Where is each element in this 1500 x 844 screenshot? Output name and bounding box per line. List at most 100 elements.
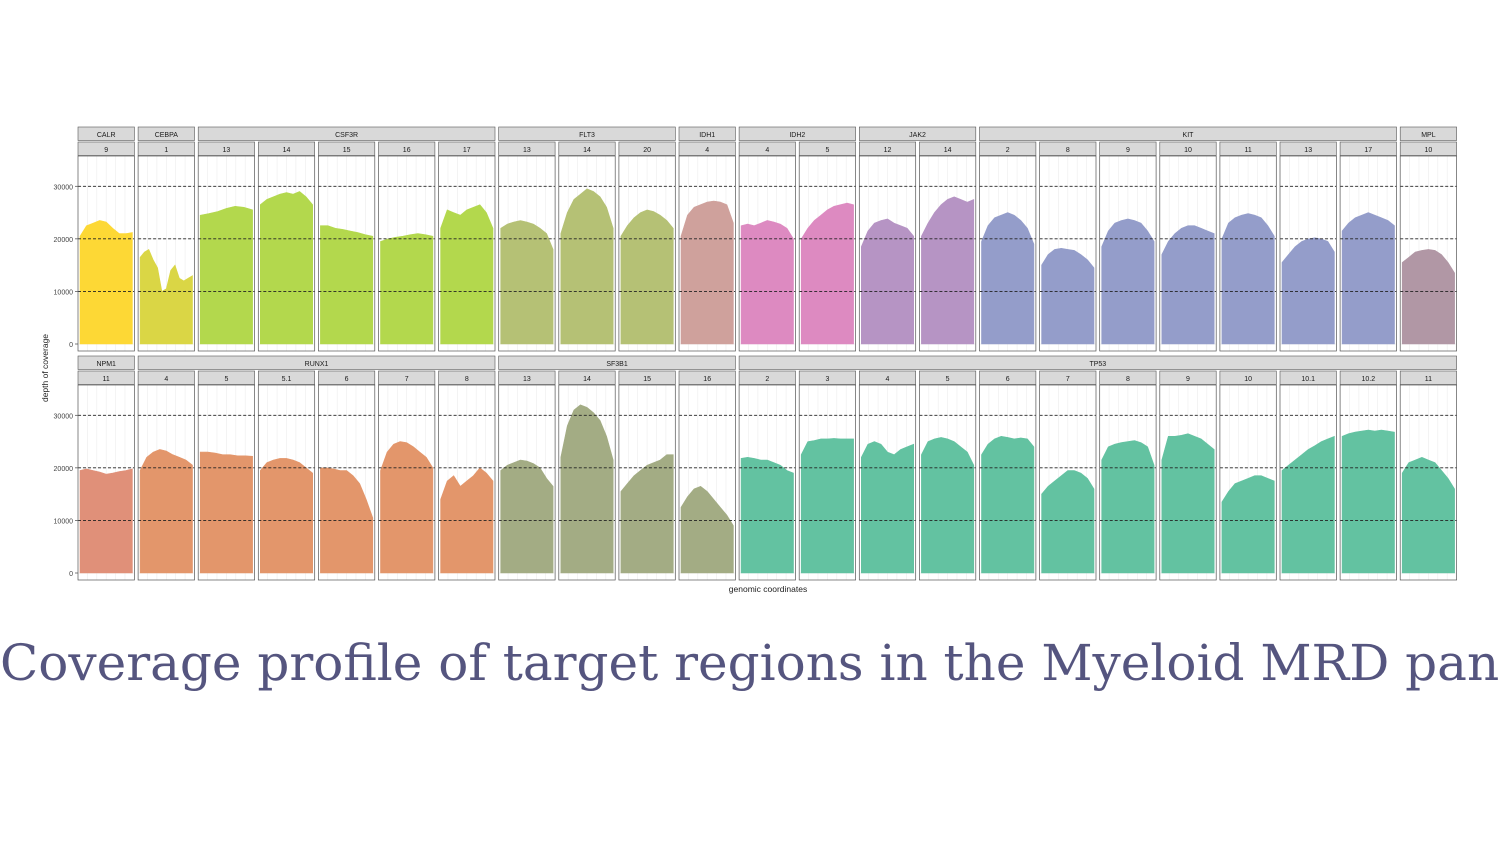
exon-strip xyxy=(77,370,135,385)
exon-strip xyxy=(558,370,616,385)
exon-strip xyxy=(1399,370,1457,385)
gene-label: NPM1 xyxy=(96,361,116,368)
exon-label: 16 xyxy=(703,376,711,383)
exon-label: 2 xyxy=(765,376,769,383)
exon-label: 7 xyxy=(1066,376,1070,383)
exon-strip xyxy=(558,141,616,156)
exon-strip xyxy=(257,370,315,385)
coverage-area xyxy=(1041,247,1095,345)
coverage-area xyxy=(680,485,734,574)
gene-label: CSF3R xyxy=(335,132,358,139)
facet-border xyxy=(378,155,436,352)
coverage-area xyxy=(680,200,734,345)
facet-border xyxy=(438,384,496,581)
exon-label: 7 xyxy=(405,376,409,383)
facet-border xyxy=(738,155,796,352)
facet-border xyxy=(318,384,376,581)
exon-label: 2 xyxy=(1006,147,1010,154)
exon-label: 4 xyxy=(705,147,709,154)
x-axis-label: genomic coordinates xyxy=(729,584,807,594)
exon-label: 8 xyxy=(1126,376,1130,383)
exon-strip xyxy=(1099,370,1157,385)
gene-label: IDH2 xyxy=(789,132,805,139)
exon-label: 11 xyxy=(103,376,110,383)
exon-strip xyxy=(318,141,376,156)
facet-border xyxy=(137,384,195,581)
y-tick-label: 0 xyxy=(69,571,73,578)
facet-border xyxy=(979,384,1037,581)
coverage-area xyxy=(1281,237,1335,345)
exon-strip xyxy=(1399,141,1457,156)
coverage-area xyxy=(1281,435,1335,574)
coverage-area xyxy=(560,188,614,345)
gene-strip xyxy=(498,355,736,370)
exon-label: 12 xyxy=(884,147,892,154)
facet-border xyxy=(979,155,1037,352)
facet-border xyxy=(618,384,676,581)
gene-strip xyxy=(197,126,496,141)
exon-strip xyxy=(618,141,676,156)
coverage-area xyxy=(1401,456,1455,574)
coverage-area xyxy=(620,209,674,345)
coverage-area xyxy=(1101,440,1155,574)
facet-border xyxy=(1399,384,1457,581)
gene-label: FLT3 xyxy=(579,132,595,139)
exon-label: 11 xyxy=(1425,376,1432,383)
exon-label: 9 xyxy=(1186,376,1190,383)
gene-label: IDH1 xyxy=(699,132,715,139)
facet-border xyxy=(1039,155,1097,352)
facet-border xyxy=(858,384,917,581)
gene-strip xyxy=(738,355,1457,370)
exon-strip xyxy=(438,141,496,156)
coverage-area xyxy=(380,233,434,345)
facet-border xyxy=(558,384,616,581)
gene-strip xyxy=(979,126,1397,141)
exon-label: 10 xyxy=(1244,376,1252,383)
exon-strip xyxy=(197,141,255,156)
coverage-area xyxy=(620,454,674,574)
coverage-area xyxy=(320,225,374,345)
gene-strip xyxy=(137,126,195,141)
gene-label: RUNX1 xyxy=(305,361,329,368)
exon-strip xyxy=(1279,370,1337,385)
coverage-area xyxy=(921,437,975,574)
exon-label: 10.2 xyxy=(1361,376,1375,383)
facet-border xyxy=(257,384,316,581)
facet-border xyxy=(137,155,195,352)
exon-strip xyxy=(378,141,436,156)
facet-border xyxy=(1219,155,1277,352)
exon-label: 3 xyxy=(825,376,829,383)
facet-border xyxy=(738,384,796,581)
coverage-area xyxy=(1041,470,1095,574)
coverage-area xyxy=(1221,475,1275,574)
coverage-area xyxy=(440,204,494,345)
exon-strip xyxy=(318,370,376,385)
exon-strip xyxy=(1279,141,1337,156)
exon-label: 13 xyxy=(223,147,231,154)
coverage-area xyxy=(199,205,253,345)
facet-border xyxy=(378,384,436,581)
gene-strip xyxy=(137,355,496,370)
exon-strip xyxy=(1039,141,1097,156)
coverage-area xyxy=(79,468,133,574)
gene-label: TP53 xyxy=(1089,361,1106,368)
exon-label: 5 xyxy=(825,147,829,154)
facet-border xyxy=(858,155,917,352)
gene-strip xyxy=(77,355,135,370)
exon-label: 5 xyxy=(946,376,950,383)
exon-strip xyxy=(137,141,195,156)
facet-border xyxy=(498,155,556,352)
exon-label: 6 xyxy=(345,376,349,383)
exon-label: 17 xyxy=(463,147,471,154)
exon-label: 8 xyxy=(1066,147,1070,154)
coverage-area xyxy=(260,458,313,574)
exon-strip xyxy=(257,141,315,156)
facet-border xyxy=(1279,155,1337,352)
gene-label: CALR xyxy=(97,132,116,139)
facet-border xyxy=(1399,155,1457,352)
facet-border xyxy=(197,155,255,352)
facet-border xyxy=(1339,384,1397,581)
coverage-area xyxy=(260,191,313,345)
coverage-area xyxy=(500,459,554,574)
gene-label: MPL xyxy=(1421,132,1436,139)
